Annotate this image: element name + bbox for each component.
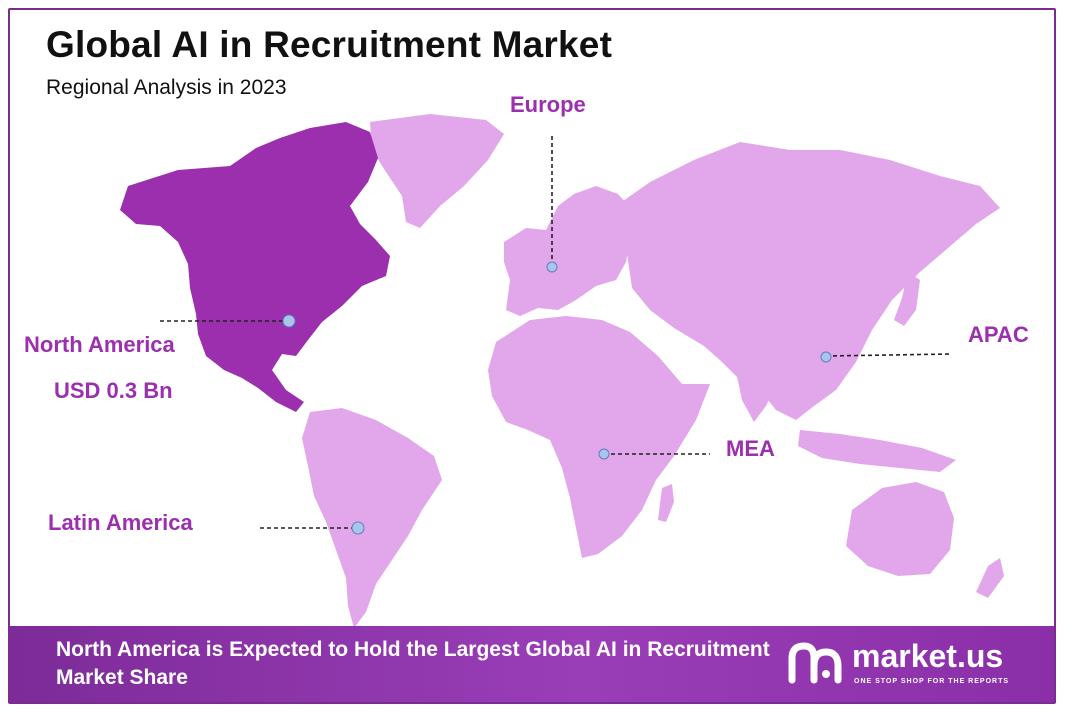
mea-marker <box>598 448 610 460</box>
page-title: Global AI in Recruitment Market <box>46 24 613 65</box>
latin-america-shape <box>302 408 442 628</box>
apac-marker <box>820 351 832 363</box>
world-map <box>120 114 1004 628</box>
north-america-shape <box>120 122 390 412</box>
asia-shape <box>616 142 1000 420</box>
apac-label: APAC <box>968 322 1029 347</box>
north-america-marker <box>282 314 296 328</box>
infographic-frame: Global AI in Recruitment Market Regional… <box>8 8 1056 704</box>
brand-name: market.us <box>852 638 1004 674</box>
greenland-shape <box>370 114 504 228</box>
europe-shape <box>504 186 636 316</box>
market-us-logo-icon <box>788 642 842 684</box>
footer-banner: North America is Expected to Hold the La… <box>10 626 1054 702</box>
brand-tagline: ONE STOP SHOP FOR THE REPORTS <box>854 678 1010 685</box>
mea-label: MEA <box>726 436 775 461</box>
north-america-label: North America <box>24 332 175 357</box>
new-zealand-shape <box>976 558 1004 598</box>
footer-text: North America is Expected to Hold the La… <box>56 638 770 689</box>
apac-leader-line <box>825 353 953 357</box>
page-subtitle: Regional Analysis in 2023 <box>46 76 287 99</box>
madagascar-shape <box>658 484 674 522</box>
europe-label: Europe <box>510 92 586 117</box>
australia-shape <box>846 482 954 576</box>
africa-shape <box>488 316 710 558</box>
india-shape <box>734 356 780 422</box>
north-america-value: USD 0.3 Bn <box>54 378 173 403</box>
southeast-asia-islands-shape <box>798 430 956 472</box>
latin-america-label: Latin America <box>48 510 193 535</box>
latin-america-marker <box>351 521 365 535</box>
brand-logo-block: market.us ONE STOP SHOP FOR THE REPORTS <box>786 638 1026 692</box>
europe-marker <box>546 261 558 273</box>
japan-shape <box>894 272 920 326</box>
